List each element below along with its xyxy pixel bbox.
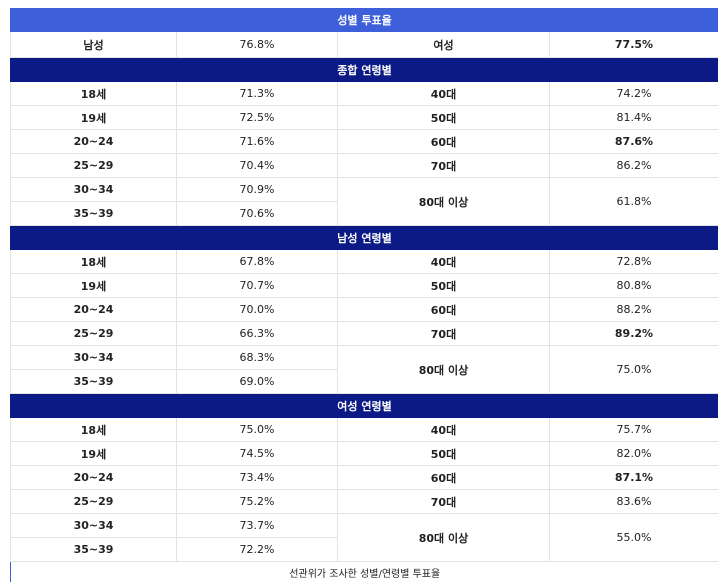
value-cell: 89.2%	[549, 321, 718, 346]
value-cell: 66.3%	[176, 321, 338, 346]
value-cell: 75.0%	[176, 417, 338, 442]
table-title: 성별 투표율	[10, 8, 718, 32]
caption-row: 선관위가 조사한 성별/연령별 투표율	[11, 562, 718, 583]
label-cell: 30~34	[10, 345, 177, 370]
value-cell: 71.3%	[176, 81, 338, 106]
label-cell: 남성	[10, 31, 177, 58]
label-cell: 25~29	[10, 321, 177, 346]
value-cell: 76.8%	[176, 31, 338, 58]
label-cell: 18세	[10, 81, 177, 106]
label-cell: 70대	[337, 489, 550, 514]
data-row: 20~24 70.0% 60대 88.2%	[10, 297, 718, 322]
data-row: 30~34 73.7% 80대 이상 55.0%	[10, 513, 718, 562]
value-cell: 87.6%	[549, 129, 718, 154]
value-cell: 70.7%	[176, 273, 338, 298]
caption: 선관위가 조사한 성별/연령별 투표율	[289, 568, 441, 580]
value-cell: 69.0%	[176, 369, 338, 394]
value-cell: 70.0%	[176, 297, 338, 322]
section-title: 여성 연령별	[10, 393, 718, 418]
section-title: 종합 연령별	[10, 57, 718, 82]
section-header-row: 종합 연령별	[10, 57, 718, 82]
data-row: 35~39 72.2%	[10, 537, 718, 562]
section-header-row: 남성 연령별	[10, 225, 718, 250]
data-row: 19세 70.7% 50대 80.8%	[10, 273, 718, 298]
value-cell: 83.6%	[549, 489, 718, 514]
title-row: 성별 투표율	[10, 8, 718, 32]
label-cell: 40대	[337, 249, 550, 274]
section-header-row: 여성 연령별	[10, 393, 718, 418]
label-cell: 60대	[337, 465, 550, 490]
label-cell: 20~24	[10, 129, 177, 154]
value-cell: 75.7%	[549, 417, 718, 442]
value-cell: 73.4%	[176, 465, 338, 490]
value-cell: 70.9%	[176, 177, 338, 202]
label-cell: 80대 이상	[337, 513, 550, 562]
label-cell: 19세	[10, 273, 177, 298]
label-cell: 30~34	[10, 513, 177, 538]
value-cell: 88.2%	[549, 297, 718, 322]
data-row: 25~29 75.2% 70대 83.6%	[10, 489, 718, 514]
value-cell: 72.5%	[176, 105, 338, 130]
value-cell: 70.6%	[176, 201, 338, 226]
value-cell: 71.6%	[176, 129, 338, 154]
data-row: 30~34 68.3% 80대 이상 75.0%	[10, 345, 718, 394]
label-cell: 19세	[10, 441, 177, 466]
label-cell: 60대	[337, 129, 550, 154]
label-cell: 60대	[337, 297, 550, 322]
label-cell: 여성	[337, 31, 550, 58]
data-row: 25~29 66.3% 70대 89.2%	[10, 321, 718, 346]
section-title: 남성 연령별	[10, 225, 718, 250]
value-cell: 67.8%	[176, 249, 338, 274]
label-cell: 25~29	[10, 489, 177, 514]
label-cell: 70대	[337, 153, 550, 178]
label-cell: 18세	[10, 249, 177, 274]
data-row: 19세 72.5% 50대 81.4%	[10, 105, 718, 130]
label-cell: 40대	[337, 417, 550, 442]
label-cell: 80대 이상	[337, 345, 550, 394]
label-cell: 35~39	[10, 201, 177, 226]
value-cell: 61.8%	[549, 177, 718, 226]
value-cell: 68.3%	[176, 345, 338, 370]
data-row: 20~24 71.6% 60대 87.6%	[10, 129, 718, 154]
value-cell: 55.0%	[549, 513, 718, 562]
label-cell: 50대	[337, 105, 550, 130]
label-cell: 70대	[337, 321, 550, 346]
value-cell: 72.8%	[549, 249, 718, 274]
value-cell: 82.0%	[549, 441, 718, 466]
data-row: 18세 71.3% 40대 74.2%	[10, 81, 718, 106]
value-cell: 77.5%	[549, 31, 718, 58]
value-cell: 70.4%	[176, 153, 338, 178]
value-cell: 80.8%	[549, 273, 718, 298]
value-cell: 75.2%	[176, 489, 338, 514]
label-cell: 50대	[337, 273, 550, 298]
value-cell: 87.1%	[549, 465, 718, 490]
data-row: 18세 67.8% 40대 72.8%	[10, 249, 718, 274]
label-cell: 35~39	[10, 537, 177, 562]
value-cell: 74.2%	[549, 81, 718, 106]
label-cell: 30~34	[10, 177, 177, 202]
label-cell: 20~24	[10, 297, 177, 322]
value-cell: 86.2%	[549, 153, 718, 178]
gender-row: 남성 76.8% 여성 77.5%	[10, 31, 718, 58]
label-cell: 20~24	[10, 465, 177, 490]
data-row: 35~39 70.6%	[10, 201, 718, 226]
turnout-table: 성별 투표율 남성 76.8% 여성 77.5% 종합 연령별 18세 71.3% 4…	[10, 8, 718, 582]
data-row: 20~24 73.4% 60대 87.1%	[10, 465, 718, 490]
value-cell: 81.4%	[549, 105, 718, 130]
data-row: 19세 74.5% 50대 82.0%	[10, 441, 718, 466]
label-cell: 35~39	[10, 369, 177, 394]
data-row: 25~29 70.4% 70대 86.2%	[10, 153, 718, 178]
data-row: 18세 75.0% 40대 75.7%	[10, 417, 718, 442]
value-cell: 73.7%	[176, 513, 338, 538]
data-row: 30~34 70.9% 80대 이상 61.8%	[10, 177, 718, 226]
value-cell: 74.5%	[176, 441, 338, 466]
value-cell: 72.2%	[176, 537, 338, 562]
label-cell: 19세	[10, 105, 177, 130]
label-cell: 80대 이상	[337, 177, 550, 226]
label-cell: 25~29	[10, 153, 177, 178]
label-cell: 50대	[337, 441, 550, 466]
label-cell: 40대	[337, 81, 550, 106]
value-cell: 75.0%	[549, 345, 718, 394]
label-cell: 18세	[10, 417, 177, 442]
